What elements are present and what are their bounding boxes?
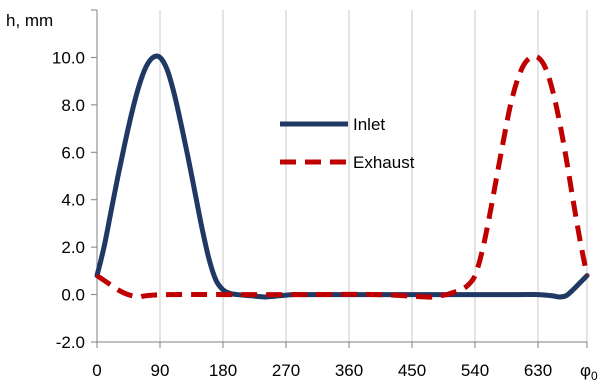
legend: Inlet Exhaust bbox=[280, 115, 415, 172]
grid-lines bbox=[159, 10, 588, 342]
y-tick-label: 2.0 bbox=[61, 238, 85, 257]
legend-label-inlet: Inlet bbox=[353, 115, 385, 134]
y-tick-label: 6.0 bbox=[61, 143, 85, 162]
legend-label-exhaust: Exhaust bbox=[353, 153, 415, 172]
y-tick-labels: -2.0 0.0 2.0 4.0 6.0 8.0 10.0 bbox=[52, 48, 85, 352]
series-line-exhaust bbox=[95, 53, 590, 300]
x-tick-labels: 0 90 180 270 360 450 540 630 bbox=[92, 361, 552, 380]
x-axis-title-main: φ bbox=[580, 361, 591, 380]
x-tick-label: 540 bbox=[461, 361, 489, 380]
y-tick-label: 8.0 bbox=[61, 96, 85, 115]
x-tick-label: 180 bbox=[209, 361, 237, 380]
x-tick-label: 0 bbox=[92, 361, 101, 380]
x-tick-label: 360 bbox=[335, 361, 363, 380]
x-tick-label: 450 bbox=[398, 361, 426, 380]
y-tick-label: 0.0 bbox=[61, 286, 85, 305]
axes bbox=[91, 9, 588, 348]
series-lines bbox=[94, 53, 590, 300]
x-tick-label: 630 bbox=[524, 361, 552, 380]
y-tick-label: 4.0 bbox=[61, 191, 85, 210]
x-axis-title-subscript: 0 bbox=[591, 369, 598, 383]
y-tick-label: 10.0 bbox=[52, 48, 85, 67]
y-axis-title: h, mm bbox=[6, 11, 53, 30]
series-line-inlet bbox=[94, 53, 590, 300]
x-tick-label: 90 bbox=[151, 361, 170, 380]
x-axis-title: φ0 bbox=[580, 361, 598, 383]
x-tick-label: 270 bbox=[272, 361, 300, 380]
y-tick-label: -2.0 bbox=[56, 333, 85, 352]
